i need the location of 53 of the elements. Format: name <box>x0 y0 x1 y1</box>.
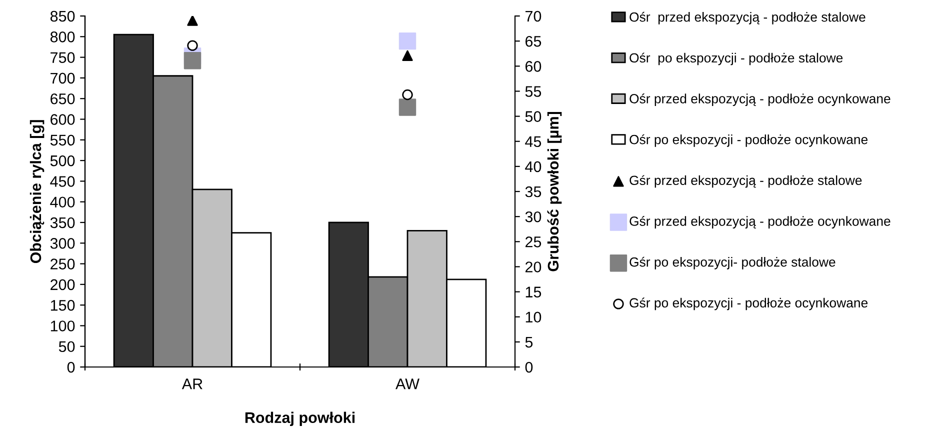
y-tick-label: 0 <box>67 362 75 373</box>
y-tick-label: 100 <box>50 320 75 332</box>
y-tick-label: 200 <box>50 279 75 290</box>
y2-tick-label: 0 <box>525 362 533 373</box>
point <box>398 98 416 116</box>
point <box>187 16 198 26</box>
y2-tick-label: 65 <box>526 36 542 47</box>
y-tick-label: 850 <box>50 10 75 22</box>
y2-axis-title: Grubość powłoki [µm] <box>547 112 562 272</box>
legend-label: Ośr po ekspozycji - podłoże stalowe <box>630 52 843 66</box>
y-tick-label: 250 <box>50 258 75 270</box>
y2-tick-label: 55 <box>525 86 542 97</box>
point <box>187 40 198 51</box>
y-tick-label: 600 <box>50 114 75 125</box>
y-tick-label: 650 <box>50 93 75 104</box>
y2-tick-label: 25 <box>525 236 542 248</box>
y-tick-label: 150 <box>50 300 75 311</box>
x-tick-label: AW <box>396 378 420 390</box>
legend-label: Ośr przed ekspozycją - podłoże stalowe <box>630 12 866 24</box>
legend-label: Gśr po ekspozycji- podłoże stalowe <box>630 256 836 270</box>
y-tick-label: 550 <box>50 134 75 146</box>
y-tick-label: 750 <box>50 52 75 63</box>
y2-tick-label: 35 <box>525 186 542 198</box>
y2-tick-label: 50 <box>525 111 542 122</box>
legend-label: Gśr przed ekspozycją - podłoże stalowe <box>630 175 862 188</box>
x-axis-title: Rodzaj powłoki <box>245 412 355 426</box>
y2-tick-label: 15 <box>526 286 542 298</box>
y2-tick-label: 20 <box>525 262 542 272</box>
point <box>402 89 413 100</box>
y-tick-label: 700 <box>50 72 75 84</box>
legend-label: Gśr po ekspozycji - podłoże ocynkowane <box>630 298 868 310</box>
y2-tick-label: 30 <box>525 211 542 222</box>
y-tick-label: 350 <box>50 217 75 228</box>
y-axis-title: Obciążenie rylca [g] <box>30 120 44 264</box>
point <box>184 52 202 70</box>
legend-label: Gśr przed ekspozycją - podłoże ocynkowane <box>630 216 890 228</box>
y-tick-label: 300 <box>50 238 75 249</box>
y2-tick-label: 60 <box>526 61 542 72</box>
point <box>398 32 416 50</box>
y-tick-label: 50 <box>58 341 75 352</box>
y2-tick-label: 10 <box>526 312 542 323</box>
y-tick-label: 800 <box>50 32 75 42</box>
y2-tick-label: 70 <box>526 10 542 22</box>
y-tick-label: 450 <box>50 176 75 187</box>
legend-label: Ośr po ekspozycji - podłoże ocynkowane <box>630 134 868 147</box>
point <box>402 50 413 61</box>
legend-label: Ośr przed ekspozycją - podłoże ocynkowane <box>630 94 890 106</box>
y2-tick-label: 40 <box>525 161 542 172</box>
y2-tick-label: 45 <box>525 136 542 148</box>
x-tick-label: AR <box>182 378 202 390</box>
y-tick-label: 500 <box>50 155 75 166</box>
y-tick-label: 400 <box>50 196 75 208</box>
y2-tick-label: 5 <box>525 336 533 348</box>
